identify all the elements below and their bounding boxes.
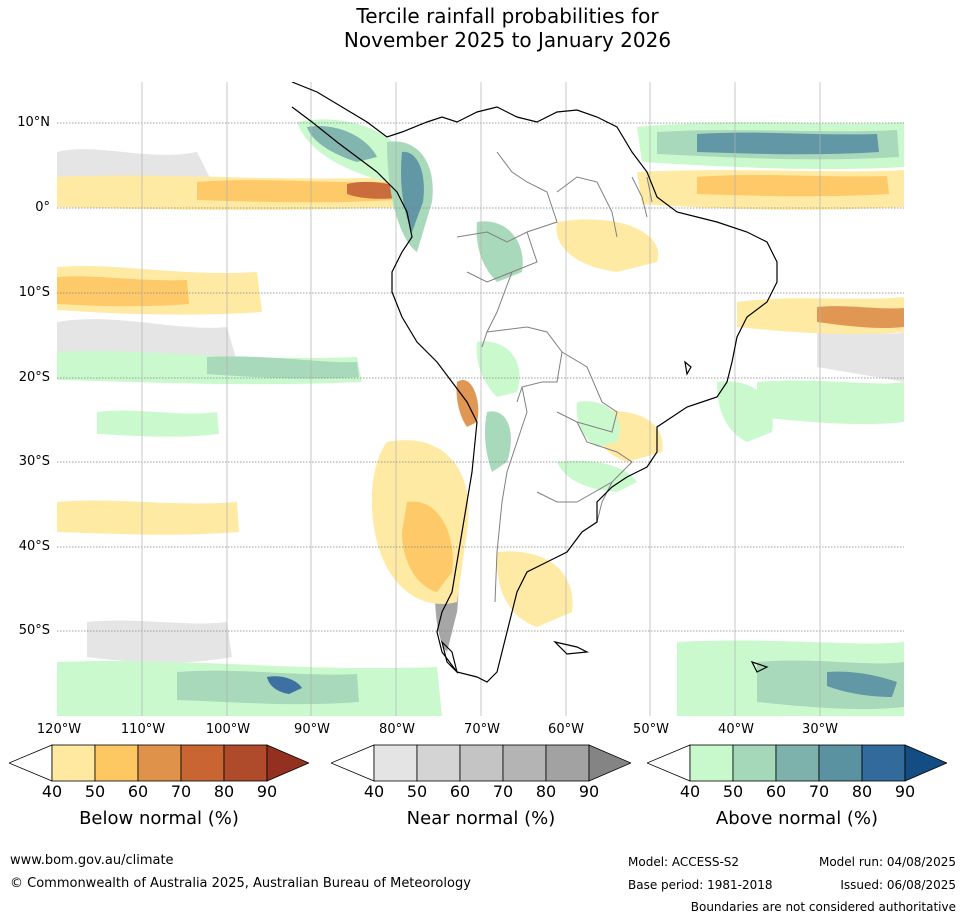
- tick: 40: [679, 782, 701, 801]
- country-borders: [456, 151, 653, 603]
- colorbar-above-90-plus: [904, 744, 947, 782]
- colorbar-near-50-60: [416, 744, 461, 782]
- tick: 70: [808, 782, 830, 801]
- lon-label-80w: 80°W: [379, 722, 415, 737]
- colorbar-near-40-50: [373, 744, 418, 782]
- model-text: Model: ACCESS-S2: [628, 855, 740, 869]
- copyright-text: © Commonwealth of Australia 2025, Austra…: [10, 876, 471, 891]
- tick: 50: [84, 782, 106, 801]
- tick: 80: [535, 782, 557, 801]
- tick: 40: [41, 782, 63, 801]
- disclaimer-text: Boundaries are not considered authoritat…: [690, 900, 956, 914]
- colorbar-above-40-50: [689, 744, 734, 782]
- lat-label-10n: 10°N: [17, 115, 50, 130]
- tick: 50: [406, 782, 428, 801]
- colorbar-near-70-80: [502, 744, 547, 782]
- lat-label-0: 0°: [35, 200, 50, 215]
- website-link[interactable]: www.bom.gov.au/climate: [10, 853, 174, 868]
- colorbar-above-title: Above normal (%): [715, 808, 879, 829]
- tick: 50: [722, 782, 744, 801]
- lon-label-50w: 50°W: [633, 722, 669, 737]
- tick: 60: [127, 782, 149, 801]
- tick: 40: [363, 782, 385, 801]
- lat-label-40s: 40°S: [18, 539, 50, 554]
- colorbar-below: [9, 744, 309, 782]
- lon-label-70w: 70°W: [464, 722, 500, 737]
- colorbar-near-90-plus: [588, 744, 631, 782]
- lon-label-110w: 110°W: [120, 722, 166, 737]
- lon-label-30w: 30°W: [802, 722, 838, 737]
- tick: 90: [578, 782, 600, 801]
- tick: 90: [256, 782, 278, 801]
- colorbar-below-40-50: [51, 744, 96, 782]
- colorbar-near-60-70: [459, 744, 504, 782]
- colorbar-below-title: Below normal (%): [79, 808, 239, 829]
- lat-label-20s: 20°S: [18, 370, 50, 385]
- probability-map: [57, 82, 904, 716]
- colorbar-near: [331, 744, 631, 782]
- colorbar-below-50-60: [94, 744, 139, 782]
- issued-text: Issued: 06/08/2025: [840, 878, 956, 892]
- lon-label-60w: 60°W: [548, 722, 584, 737]
- map-canvas: [57, 82, 904, 716]
- tick: 80: [851, 782, 873, 801]
- tick: 80: [213, 782, 235, 801]
- tick: 70: [492, 782, 514, 801]
- colorbar-above-60-70: [775, 744, 820, 782]
- colorbar-below-70-80: [180, 744, 225, 782]
- lon-label-40w: 40°W: [718, 722, 754, 737]
- lon-label-120w: 120°W: [36, 722, 82, 737]
- lat-label-50s: 50°S: [18, 623, 50, 638]
- title-line-1: Tercile rainfall probabilities for: [356, 4, 659, 28]
- meridians: [141, 82, 821, 716]
- lon-label-90w: 90°W: [294, 722, 330, 737]
- colorbar-below-80-90: [223, 744, 268, 782]
- base-period-text: Base period: 1981-2018: [628, 878, 773, 892]
- lat-label-10s: 10°S: [18, 285, 50, 300]
- graticule: [57, 122, 904, 632]
- model-run-text: Model run: 04/08/2025: [818, 855, 956, 869]
- lat-label-30s: 30°S: [18, 454, 50, 469]
- colorbar-near-80-90: [545, 744, 590, 782]
- colorbar-above-80-90: [861, 744, 906, 782]
- title-line-2: November 2025 to January 2026: [343, 28, 672, 52]
- tick: 60: [765, 782, 787, 801]
- tick: 90: [894, 782, 916, 801]
- colorbar-above-70-80: [818, 744, 863, 782]
- coastline: [291, 82, 778, 683]
- colorbar-below-90-plus: [266, 744, 309, 782]
- tick: 70: [170, 782, 192, 801]
- colorbar-above: [647, 744, 947, 782]
- colorbar-near-title: Near normal (%): [406, 808, 556, 829]
- figure-title: Tercile rainfall probabilities for Novem…: [0, 4, 965, 52]
- tick: 60: [449, 782, 471, 801]
- colorbar-above-50-60: [732, 744, 777, 782]
- probability-shading: [57, 119, 904, 716]
- colorbar-below-60-70: [137, 744, 182, 782]
- lon-label-100w: 100°W: [205, 722, 251, 737]
